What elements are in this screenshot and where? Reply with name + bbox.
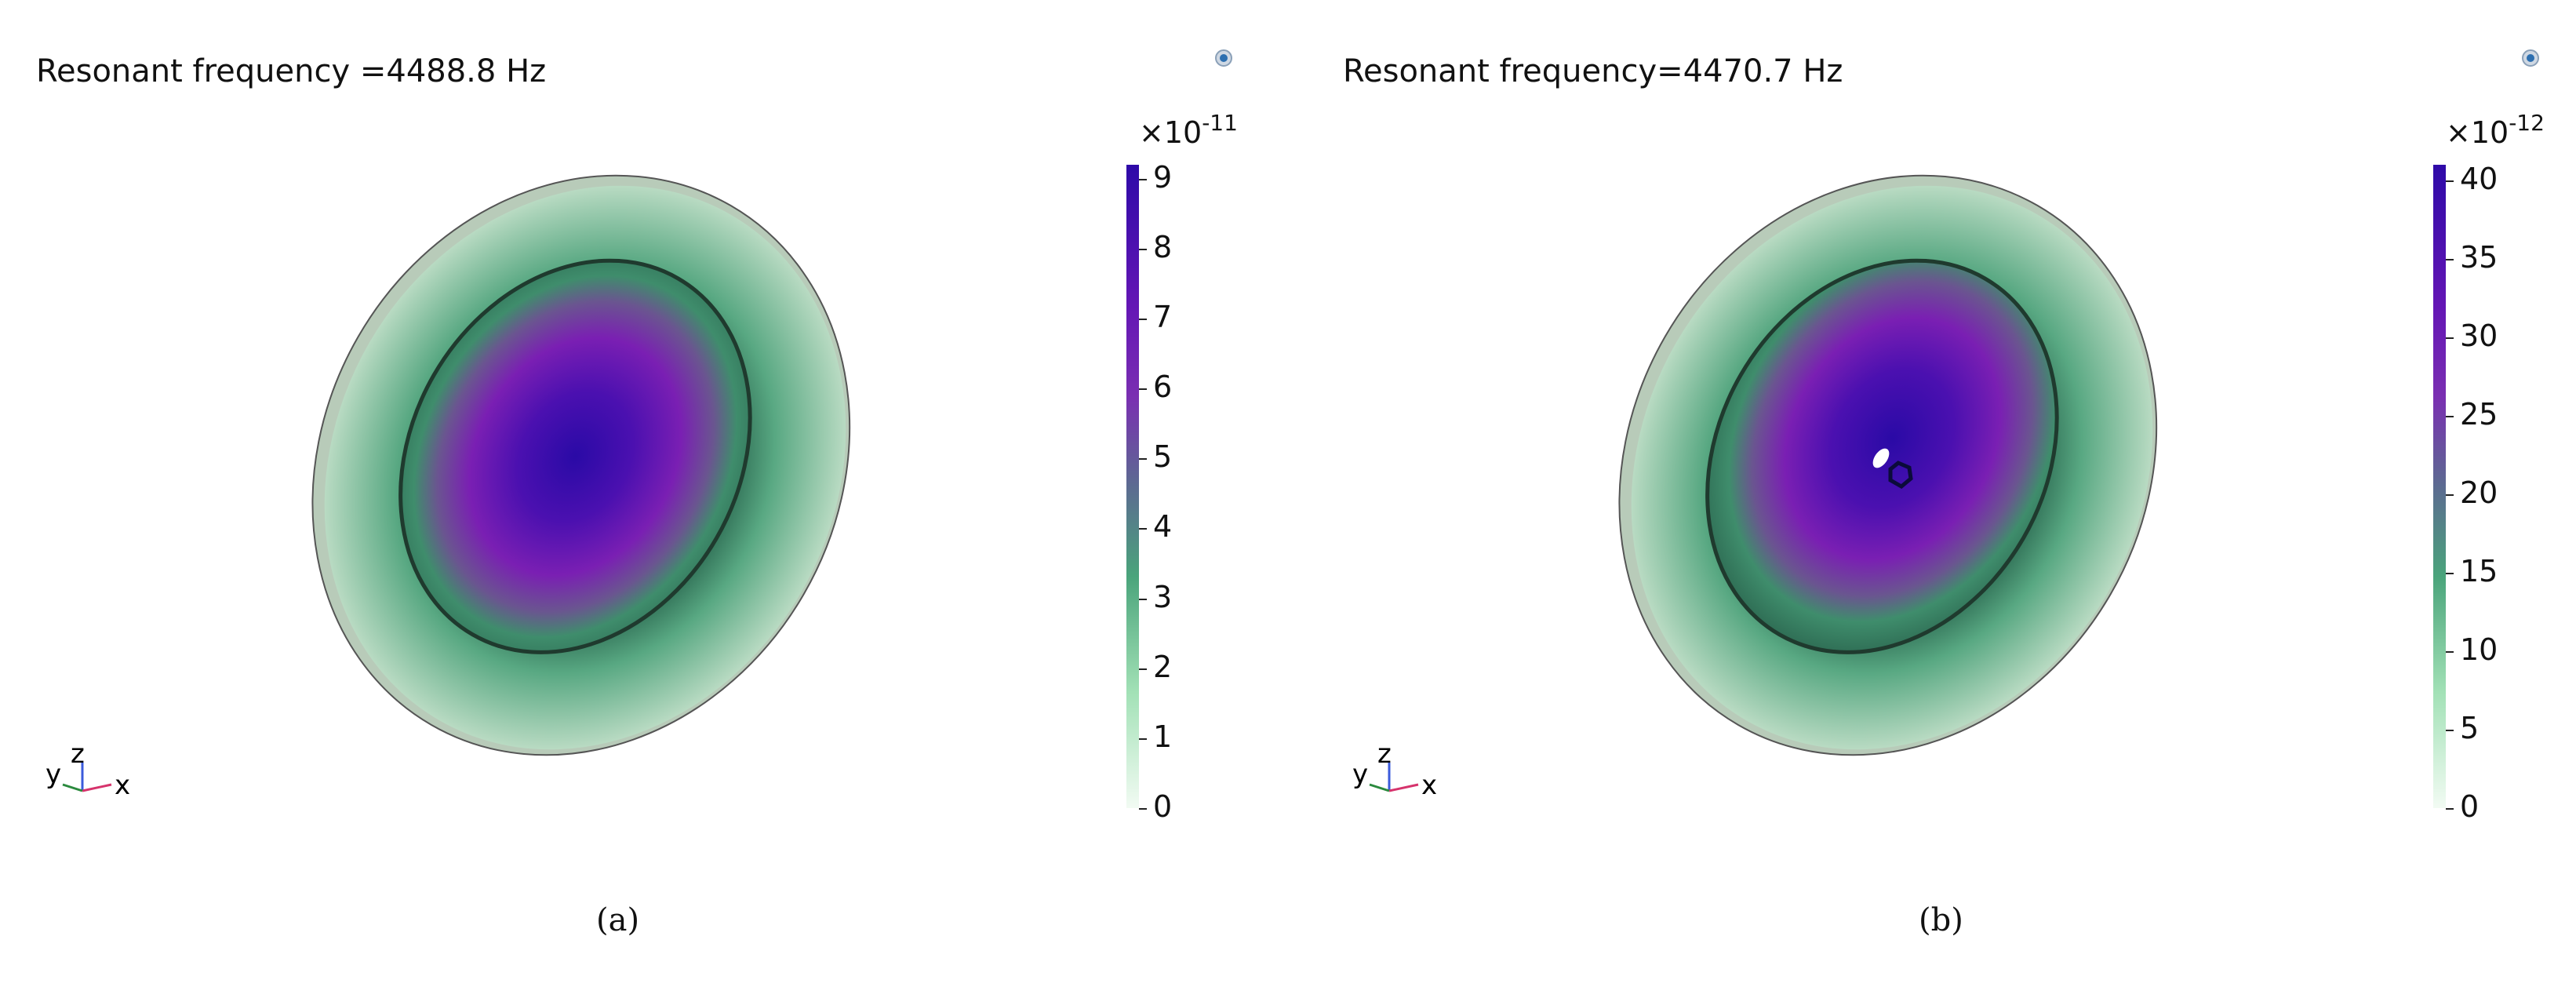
axis-x-label: x [115, 770, 130, 801]
colorbar-tick-label: 25 [2460, 397, 2498, 432]
colorbar-tick-label: 2 [1153, 649, 1173, 684]
caption-b: (b) [1919, 902, 1963, 938]
axis-y-label: y [1352, 759, 1368, 790]
colorbar-tick-label: 20 [2460, 475, 2498, 510]
panel-a: Resonant frequency =4488.8 Hz [36, 49, 1264, 938]
colorbar-tick-label: 15 [2460, 554, 2498, 588]
panel-a-title: Resonant frequency =4488.8 Hz [36, 53, 547, 89]
colorbar [2433, 165, 2446, 808]
axis-triad-icon: y z x [1352, 745, 1437, 801]
colorbar-tick-label: 9 [1153, 159, 1173, 195]
axis-z-label: z [1377, 745, 1392, 770]
colorbar-multiplier: ×10-12 [2446, 110, 2545, 150]
caption-a: (a) [596, 902, 640, 938]
colorbar-tick-label: 7 [1153, 300, 1173, 335]
colorbar-tick-label: 0 [2460, 789, 2480, 824]
node-marker [1888, 461, 1913, 490]
axis-y-label: y [45, 759, 61, 790]
colorbar-tick-label: 6 [1153, 370, 1173, 405]
axis-x-label: x [1421, 770, 1437, 801]
camera-icon[interactable] [2521, 49, 2540, 67]
panel-b: Resonant frequency=4470.7 Hz [1307, 0, 2576, 987]
axis-triad-icon: y z x [45, 745, 130, 801]
colorbar-tick-label: 35 [2460, 240, 2498, 275]
colorbar-tick-label: 1 [1153, 719, 1173, 754]
colorbar-multiplier: ×10-11 [1139, 110, 1238, 150]
colorbar [1126, 165, 1139, 808]
colorbar-ticks: 0 5 10 15 20 25 30 35 40 [2446, 162, 2571, 824]
colorbar-tick-label: 40 [2460, 162, 2498, 196]
colorbar-tick-label: 8 [1153, 229, 1173, 264]
panel-b-title: Resonant frequency=4470.7 Hz [1343, 53, 1843, 89]
colorbar-tick-label: 30 [2460, 319, 2498, 353]
colorbar-tick-label: 10 [2460, 632, 2498, 667]
colorbar-ticks: 0 1 2 3 4 5 6 7 8 9 [1139, 160, 1264, 824]
colorbar-tick-label: 4 [1153, 509, 1173, 544]
axis-z-label: z [71, 745, 85, 770]
membrane-plot-a [311, 174, 851, 756]
colorbar-tick-label: 3 [1153, 579, 1173, 614]
camera-icon[interactable] [1214, 49, 1233, 67]
colorbar-tick-label: 5 [1153, 439, 1173, 475]
hole-marker [1872, 448, 1890, 468]
colorbar-tick-label: 5 [2460, 711, 2480, 745]
membrane-plot-b [1618, 174, 2158, 756]
colorbar-tick-label: 0 [1153, 789, 1173, 824]
